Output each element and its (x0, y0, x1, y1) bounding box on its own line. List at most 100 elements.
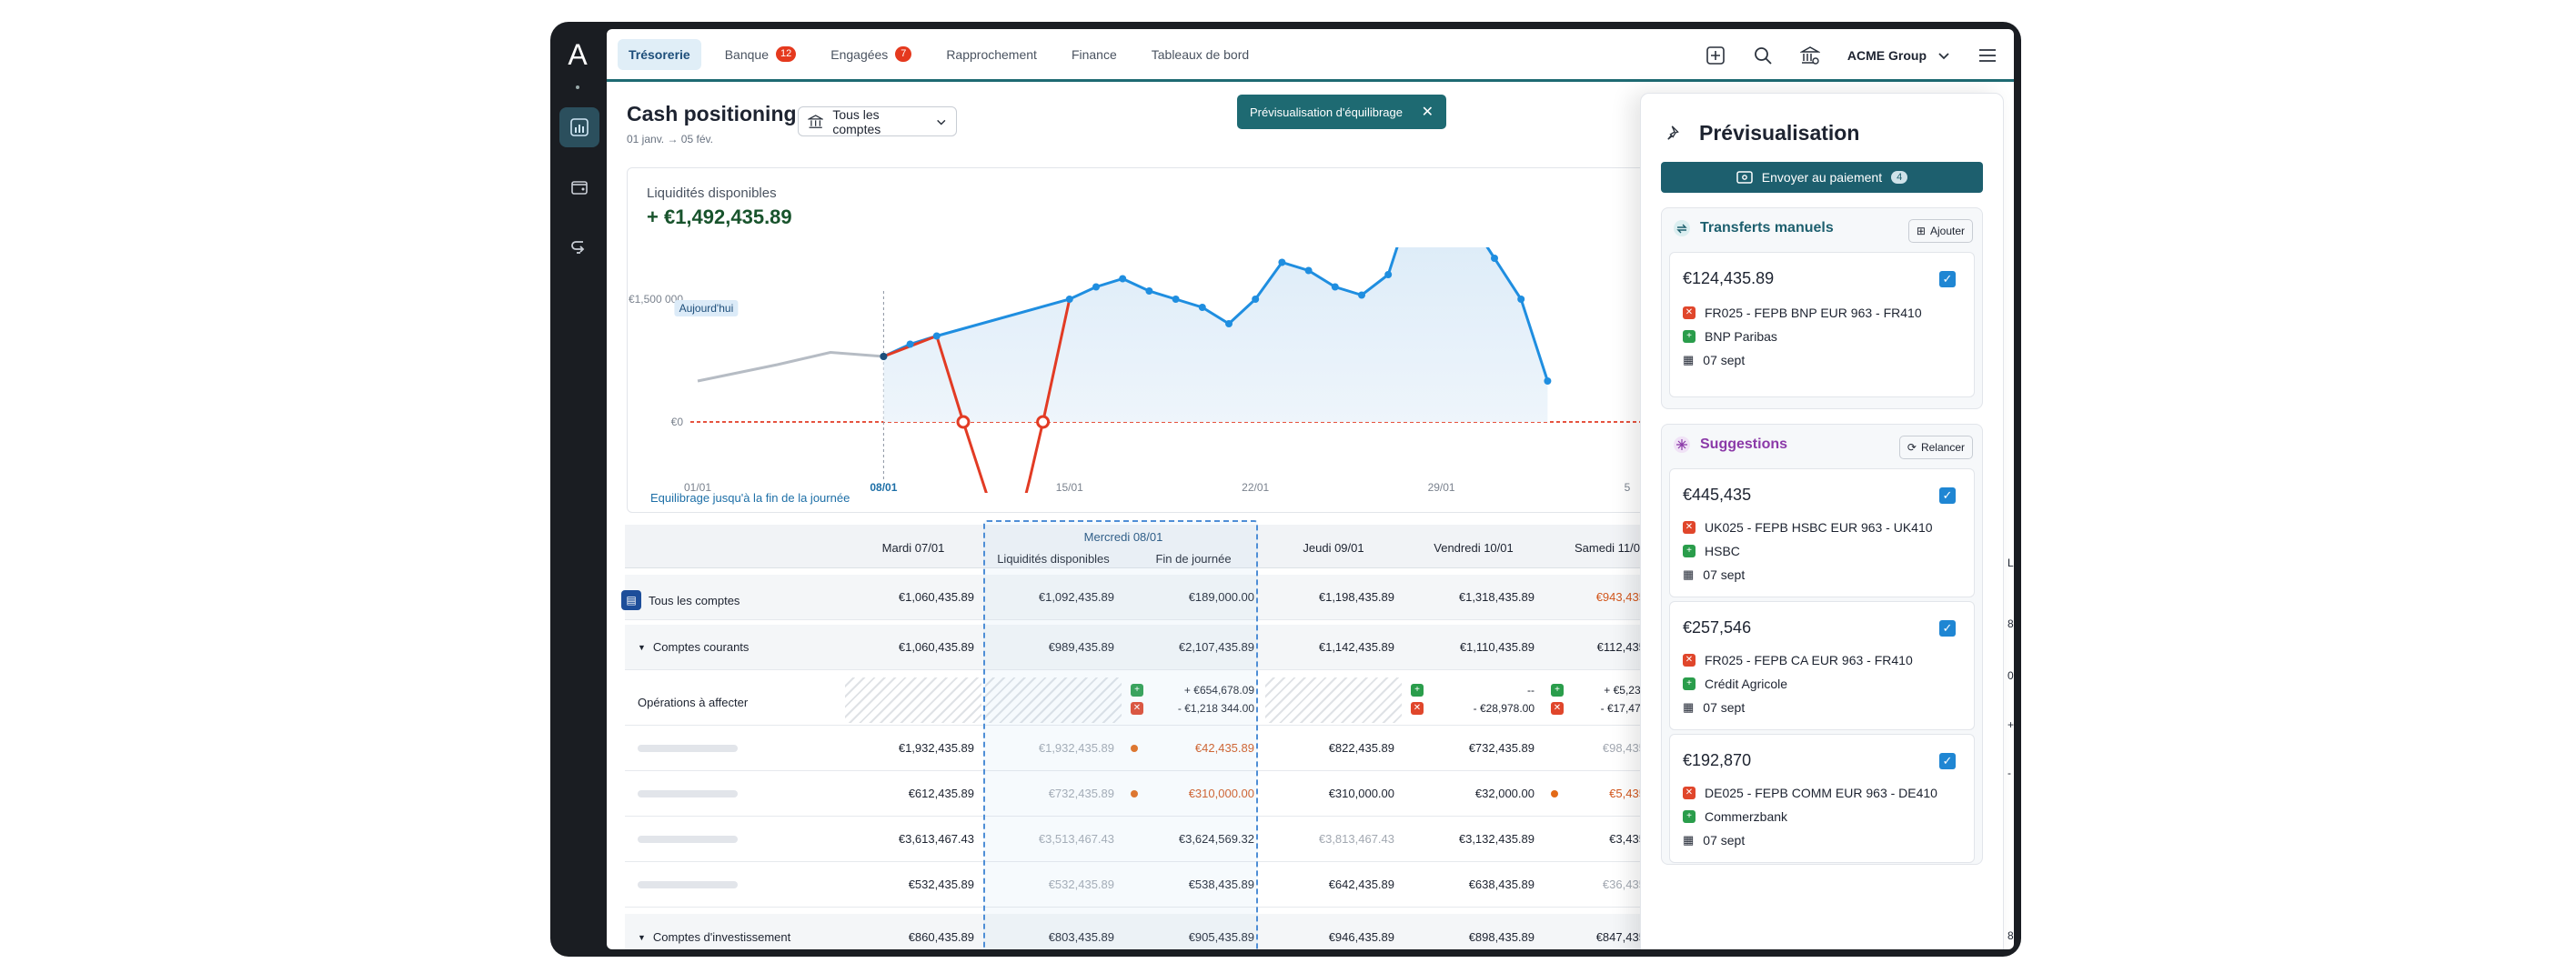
suggestion-item[interactable]: €445,435 ✓ ✕ UK025 - FEPB HSBC EUR 963 - UK… (1669, 468, 1975, 597)
table-cell[interactable]: €3,624,569.32 (1178, 832, 1254, 846)
table-cell[interactable]: €3,813,467.43 (1318, 832, 1394, 846)
bank-icon[interactable] (1799, 45, 1820, 65)
send-payment-button[interactable]: Envoyer au paiement 4 (1661, 162, 1983, 193)
column-header[interactable]: Mardi 07/01 (881, 541, 945, 555)
forecast-point[interactable] (1491, 255, 1498, 262)
company-selector[interactable]: ACME Group (1847, 48, 1950, 63)
table-cell[interactable]: €822,435.89 (1328, 741, 1394, 755)
table-cell[interactable]: €532,435.89 (908, 878, 974, 891)
add-transfer-button[interactable]: ⊞ Ajouter (1907, 219, 1973, 243)
table-cell[interactable]: €989,435.89 (1048, 640, 1114, 654)
table-cell[interactable]: €946,435.89 (1328, 930, 1394, 944)
table-cell[interactable]: €860,435.89 (908, 930, 974, 944)
menu-icon[interactable] (1977, 45, 1997, 65)
cash-chart[interactable]: €3,000 000€1,500 000€0-€1,500 00001/0108… (627, 247, 1673, 493)
column-header[interactable]: Jeudi 09/01 (1303, 541, 1364, 555)
forecast-point[interactable] (1198, 304, 1206, 311)
table-cell[interactable]: €1,198,435.89 (1318, 590, 1394, 604)
tab-engagees[interactable]: Engagées 7 (820, 39, 922, 70)
table-cell[interactable]: €532,435.89 (1048, 878, 1114, 891)
tab-rapprochement[interactable]: Rapprochement (935, 39, 1048, 70)
table-cell[interactable]: €310,000.00 (1188, 787, 1254, 800)
table-cell[interactable]: €732,435.89 (1468, 741, 1535, 755)
table-cell[interactable]: €803,435.89 (1048, 930, 1114, 944)
forecast-point[interactable] (1225, 320, 1233, 327)
table-cell[interactable]: €538,435.89 (1188, 878, 1254, 891)
forecast-point[interactable] (1252, 296, 1260, 303)
forecast-point[interactable] (1172, 296, 1180, 303)
close-icon[interactable]: ✕ (1421, 105, 1434, 120)
operation-amount[interactable]: + €654,678.09 (1183, 684, 1254, 697)
forecast-point[interactable] (932, 332, 941, 340)
caret-down-icon[interactable]: ▼ (638, 642, 646, 652)
table-cell[interactable]: €898,435.89 (1468, 930, 1535, 944)
table-cell[interactable]: €42,435.89 (1194, 741, 1254, 755)
table-cell[interactable]: €1,932,435.89 (898, 741, 974, 755)
add-square-icon[interactable] (1706, 45, 1726, 65)
table-cell[interactable]: €189,000.00 (1188, 590, 1254, 604)
column-header[interactable]: Samedi 11/0 (1574, 541, 1641, 555)
table-cell[interactable]: €612,435.89 (908, 787, 974, 800)
negative-point[interactable] (956, 415, 971, 429)
table-cell[interactable]: €732,435.89 (1048, 787, 1114, 800)
forecast-point[interactable] (1145, 287, 1153, 295)
forecast-point[interactable] (1544, 377, 1552, 385)
column-header[interactable]: Liquidités disponibles (997, 552, 1110, 566)
checkbox[interactable]: ✓ (1939, 271, 1956, 287)
table-cell[interactable]: €2,107,435.89 (1178, 640, 1254, 654)
checkbox[interactable]: ✓ (1939, 487, 1956, 504)
date-range[interactable]: 01 janv. → 05 fév. (627, 133, 713, 145)
table-cell[interactable]: €3,613,467.43 (898, 832, 974, 846)
row-label[interactable]: ▤ Tous les comptes (621, 590, 740, 610)
rail-transfer-button[interactable] (559, 227, 599, 267)
table-cell[interactable]: €1,060,435.89 (898, 590, 974, 604)
column-header[interactable]: Mercredi 08/01 (1083, 530, 1163, 544)
column-header[interactable]: Fin de journée (1155, 552, 1232, 566)
row-label[interactable]: ▼ Comptes d'investissement (638, 930, 790, 944)
tab-finance[interactable]: Finance (1061, 39, 1128, 70)
caret-down-icon[interactable]: ▼ (638, 932, 646, 942)
rail-wallet-button[interactable] (559, 167, 599, 207)
operation-amount[interactable]: - €1,218 344.00 (1177, 702, 1254, 715)
suggestion-item[interactable]: €257,546 ✓ ✕ FR025 - FEPB CA EUR 963 - FR41… (1669, 601, 1975, 730)
forecast-point[interactable] (1384, 271, 1393, 278)
table-cell[interactable]: €1,318,435.89 (1458, 590, 1535, 604)
account-select[interactable]: Tous les comptes (798, 106, 957, 136)
table-cell[interactable]: €1,110,435.89 (1459, 640, 1535, 654)
operation-amount[interactable]: -- (1527, 684, 1535, 697)
operation-amount[interactable]: - €28,978.00 (1473, 702, 1535, 715)
column-header[interactable]: Vendredi 10/01 (1434, 541, 1514, 555)
negative-point[interactable] (1036, 415, 1051, 429)
table-cell[interactable]: €3,513,467.43 (1038, 832, 1114, 846)
equilibrage-link[interactable]: Equilibrage jusqu'à la fin de la journée (650, 491, 850, 505)
forecast-point[interactable] (1517, 296, 1525, 303)
tab-banque[interactable]: Banque 12 (714, 39, 808, 70)
search-icon[interactable] (1753, 45, 1773, 65)
forecast-point[interactable] (1331, 283, 1339, 291)
checkbox[interactable]: ✓ (1939, 620, 1956, 637)
table-cell[interactable]: €1,142,435.89 (1318, 640, 1394, 654)
forecast-point[interactable] (1065, 296, 1073, 303)
forecast-point[interactable] (906, 340, 914, 348)
relaunch-button[interactable]: ⟳ Relancer (1898, 436, 1973, 459)
forecast-point[interactable] (1092, 283, 1100, 291)
table-cell[interactable]: €638,435.89 (1468, 878, 1535, 891)
table-cell[interactable]: €1,932,435.89 (1038, 741, 1114, 755)
row-label[interactable]: ▼ Comptes courants (638, 640, 749, 654)
forecast-point[interactable] (1358, 291, 1365, 299)
table-cell[interactable]: €1,060,435.89 (898, 640, 974, 654)
pin-icon[interactable] (1666, 125, 1683, 141)
table-cell[interactable]: €3,132,435.89 (1458, 832, 1535, 846)
rail-chart-button[interactable] (559, 107, 599, 147)
table-cell[interactable]: €32,000.00 (1474, 787, 1535, 800)
checkbox[interactable]: ✓ (1939, 753, 1956, 769)
transfer-item[interactable]: €124,435.89 ✓ ✕ FR025 - FEPB BNP EUR 963 … (1669, 252, 1975, 397)
suggestion-item[interactable]: €192,870 ✓ ✕ DE025 - FEPB COMM EUR 963 - DE… (1669, 734, 1975, 863)
tab-tableaux-de-bord[interactable]: Tableaux de bord (1141, 39, 1260, 70)
forecast-point[interactable] (1304, 266, 1313, 275)
table-cell[interactable]: €642,435.89 (1328, 878, 1394, 891)
table-cell[interactable]: €310,000.00 (1328, 787, 1394, 800)
table-cell[interactable]: €905,435.89 (1188, 930, 1254, 944)
table-cell[interactable]: €1,092,435.89 (1038, 590, 1114, 604)
forecast-point[interactable] (1278, 258, 1286, 266)
